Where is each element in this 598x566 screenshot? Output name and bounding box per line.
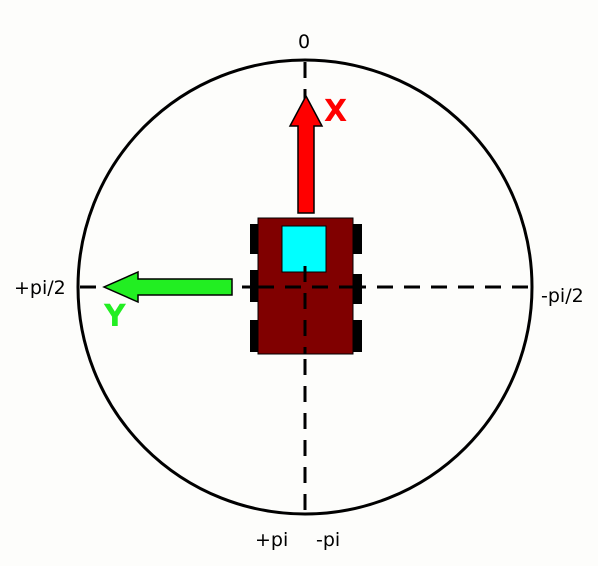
- robot-sensor: [281, 225, 327, 273]
- angle-label-top: 0: [298, 31, 310, 53]
- angle-label-bottom-right: -pi: [316, 529, 340, 551]
- reference-circle: [76, 58, 534, 516]
- x-axis-arrow: [288, 94, 324, 214]
- angle-label-right: -pi/2: [541, 285, 584, 307]
- y-axis-arrow: [102, 270, 233, 304]
- angle-label-bottom-left: +pi: [255, 529, 288, 551]
- x-axis-label: X: [324, 94, 347, 129]
- angle-label-left: +pi/2: [14, 277, 66, 299]
- y-axis-label: Y: [103, 299, 127, 334]
